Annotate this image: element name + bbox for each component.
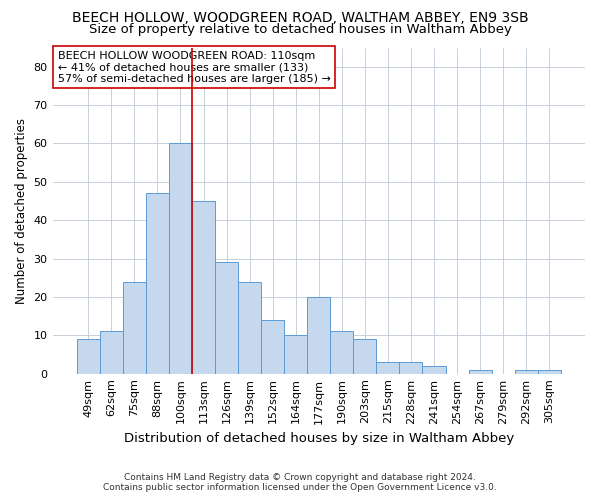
Bar (469, 370, 491, 374)
Bar (307, 297, 330, 374)
Text: BEECH HOLLOW WOODGREEN ROAD: 110sqm
← 41% of detached houses are smaller (133)
5: BEECH HOLLOW WOODGREEN ROAD: 110sqm ← 41… (58, 51, 331, 84)
Bar (538, 370, 561, 374)
Bar (400, 362, 422, 374)
Text: BEECH HOLLOW, WOODGREEN ROAD, WALTHAM ABBEY, EN9 3SB: BEECH HOLLOW, WOODGREEN ROAD, WALTHAM AB… (71, 12, 529, 26)
X-axis label: Distribution of detached houses by size in Waltham Abbey: Distribution of detached houses by size … (124, 432, 514, 445)
Bar (330, 332, 353, 374)
Bar (238, 282, 261, 374)
Text: Contains HM Land Registry data © Crown copyright and database right 2024.
Contai: Contains HM Land Registry data © Crown c… (103, 473, 497, 492)
Bar (192, 201, 215, 374)
Bar (123, 282, 146, 374)
Bar (515, 370, 538, 374)
Text: Size of property relative to detached houses in Waltham Abbey: Size of property relative to detached ho… (89, 22, 511, 36)
Bar (100, 332, 123, 374)
Bar (215, 262, 238, 374)
Bar (77, 339, 100, 374)
Bar (422, 366, 446, 374)
Bar (284, 336, 307, 374)
Bar (353, 339, 376, 374)
Bar (261, 320, 284, 374)
Y-axis label: Number of detached properties: Number of detached properties (15, 118, 28, 304)
Bar (146, 194, 169, 374)
Bar (169, 144, 192, 374)
Bar (376, 362, 400, 374)
